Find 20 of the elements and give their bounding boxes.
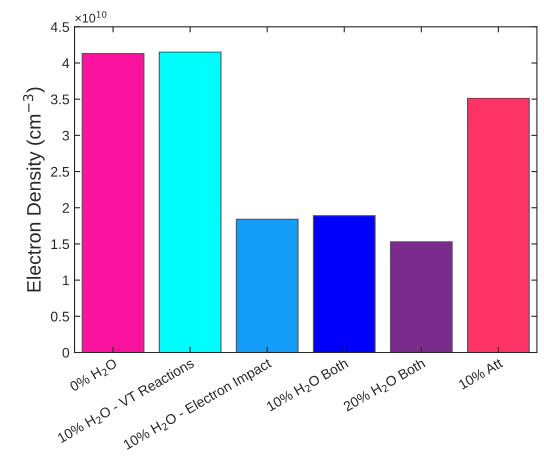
bar: [467, 98, 530, 352]
x-tick-label: 10% Att: [458, 358, 504, 390]
y-tick-label: 0: [62, 348, 70, 358]
y-tick-label: 0.5: [50, 312, 70, 322]
y-tick-label: 2.5: [51, 166, 70, 177]
text: ×10$^{10}$: [75, 11, 106, 23]
bar: [312, 215, 376, 352]
bar: [236, 218, 299, 352]
y-tick-label: 4.5: [50, 22, 70, 32]
bar: [82, 53, 144, 352]
bar: [158, 52, 222, 352]
bar: [390, 241, 453, 352]
x-tick-label: 0% H$_{2}$O: [69, 358, 119, 394]
y-tick-label: 3.5: [50, 94, 70, 104]
y-axis-title: Electron Density (cm$^{−3}$): [23, 88, 45, 292]
y-tick-label: 1: [63, 276, 69, 286]
y-tick-label: 3: [62, 130, 70, 141]
y-tick-label: 2: [62, 203, 69, 213]
y-tick-label: 4: [62, 58, 70, 68]
y-tick-label: 1.5: [51, 239, 70, 250]
